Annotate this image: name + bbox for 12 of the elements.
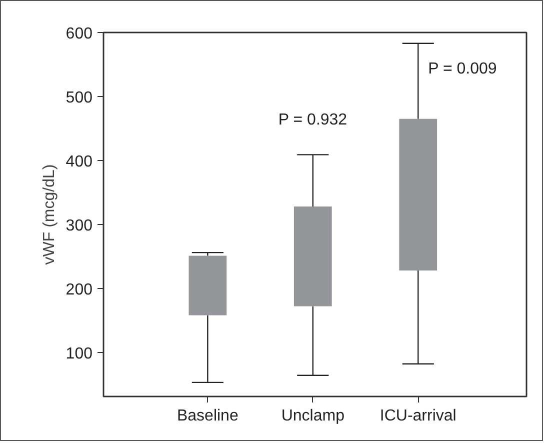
annotation: P = 0.009 bbox=[428, 60, 497, 78]
y-tick-label: 100 bbox=[66, 345, 93, 362]
y-tick-label: 500 bbox=[66, 89, 93, 106]
x-tick-label: Baseline bbox=[176, 408, 238, 424]
x-tick-label: ICU-arrival bbox=[380, 408, 456, 424]
y-tick-label: 400 bbox=[66, 153, 93, 170]
y-axis-title: vWF (mcg/dL) bbox=[40, 164, 58, 265]
y-tick-label: 600 bbox=[66, 26, 93, 42]
y-tick-label: 300 bbox=[66, 217, 93, 234]
x-tick-label: Unclamp bbox=[281, 408, 345, 424]
y-tick-label: 200 bbox=[66, 281, 93, 298]
annotation: P = 0.932 bbox=[278, 112, 348, 129]
